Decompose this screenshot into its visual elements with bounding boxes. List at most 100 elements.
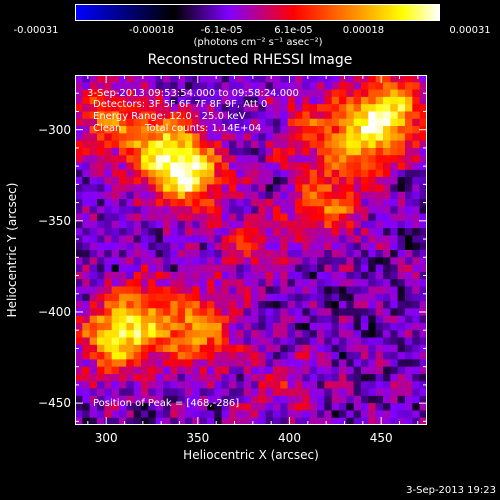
heatmap-cell <box>75 155 83 163</box>
heatmap-cell <box>390 82 398 90</box>
heatmap-cell <box>177 89 186 98</box>
heatmap-cell <box>361 147 369 156</box>
heatmap-cell <box>119 337 127 346</box>
heatmap-cell <box>265 104 274 112</box>
heatmap-cell <box>324 395 332 404</box>
heatmap-cell <box>368 410 376 419</box>
heatmap-cell <box>258 169 266 178</box>
heatmap-cell <box>126 381 134 389</box>
heatmap-cell <box>104 264 112 273</box>
heatmap-cell <box>97 250 105 258</box>
heatmap-cell <box>265 381 274 389</box>
heatmap-cell <box>141 75 149 83</box>
heatmap-cell <box>148 257 156 265</box>
heatmap-cell <box>309 344 318 353</box>
heatmap-cell <box>265 271 274 280</box>
heatmap-cell <box>141 271 149 280</box>
heatmap-cell <box>273 395 281 404</box>
heatmap-cell <box>243 257 252 265</box>
heatmap-cell <box>133 177 142 185</box>
heatmap-cell <box>251 126 259 134</box>
heatmap-cell <box>397 126 406 134</box>
heatmap-cell <box>405 286 413 295</box>
heatmap-cell <box>82 257 90 265</box>
heatmap-cell <box>251 403 259 411</box>
heatmap-cell <box>97 257 105 265</box>
heatmap-cell <box>317 133 325 141</box>
heatmap-cell <box>368 82 376 90</box>
heatmap-cell <box>214 257 222 265</box>
heatmap-cell <box>287 147 296 156</box>
heatmap-cell <box>390 140 398 149</box>
heatmap-cell <box>133 184 142 192</box>
heatmap-cell <box>104 359 112 367</box>
heatmap-cell <box>339 417 347 425</box>
heatmap-cell <box>302 257 310 265</box>
heatmap-cell <box>368 235 376 244</box>
heatmap-cell <box>412 162 420 171</box>
heatmap-cell <box>163 286 171 295</box>
heatmap-cell <box>185 111 193 120</box>
heatmap-cell <box>170 133 178 141</box>
heatmap-cell <box>273 140 281 149</box>
heatmap-cell <box>317 410 325 419</box>
heatmap-cell <box>192 381 200 389</box>
heatmap-cell <box>199 322 208 331</box>
heatmap-cell <box>390 293 398 302</box>
heatmap-cell <box>317 126 325 134</box>
heatmap-cell <box>163 250 171 258</box>
heatmap-cell <box>258 279 266 287</box>
heatmap-cell <box>390 337 398 346</box>
heatmap-cell <box>119 264 127 273</box>
heatmap-cell <box>280 417 288 425</box>
heatmap-cell <box>412 344 420 353</box>
heatmap-cell <box>75 82 83 90</box>
heatmap-cell <box>236 330 244 338</box>
heatmap-cell <box>133 242 142 251</box>
heatmap-cell <box>324 169 332 178</box>
heatmap-cell <box>280 162 288 171</box>
heatmap-cell <box>214 388 222 397</box>
heatmap-cell <box>383 279 391 287</box>
heatmap-cell <box>155 257 164 265</box>
heatmap-cell <box>89 381 98 389</box>
heatmap-cell <box>75 169 83 178</box>
heatmap-cell <box>199 381 208 389</box>
heatmap-cell <box>302 96 310 105</box>
heatmap-cell <box>419 315 427 324</box>
heatmap-cell <box>111 301 120 309</box>
heatmap-cell <box>163 264 171 273</box>
heatmap-cell <box>185 293 193 302</box>
heatmap-cell <box>155 133 164 141</box>
heatmap-cell <box>163 140 171 149</box>
heatmap-cell <box>353 308 362 316</box>
colorbar-tick-label: -6.1e-05 <box>200 25 243 36</box>
heatmap-cell <box>331 315 340 324</box>
heatmap-cell <box>397 344 406 353</box>
heatmap-cell <box>82 184 90 192</box>
heatmap-cell <box>221 213 230 222</box>
heatmap-cell <box>317 315 325 324</box>
heatmap-cell <box>324 177 332 185</box>
heatmap-cell <box>163 220 171 229</box>
heatmap-cell <box>265 96 274 105</box>
heatmap-cell <box>419 133 427 141</box>
heatmap-cell <box>104 373 112 382</box>
heatmap-cell <box>236 220 244 229</box>
heatmap-cell <box>405 381 413 389</box>
heatmap-cell <box>280 279 288 287</box>
heatmap-cell <box>141 155 149 163</box>
heatmap-cell <box>155 118 164 127</box>
heatmap-cell <box>375 308 384 316</box>
heatmap-cell <box>251 315 259 324</box>
heatmap-cell <box>273 242 281 251</box>
heatmap-cell <box>126 104 134 112</box>
heatmap-cell <box>207 184 215 192</box>
heatmap-cell <box>361 344 369 353</box>
heatmap-cell <box>170 257 178 265</box>
heatmap-cell <box>75 315 83 324</box>
heatmap-cell <box>221 322 230 331</box>
heatmap-cell <box>383 308 391 316</box>
heatmap-cell <box>405 322 413 331</box>
heatmap-cell <box>89 89 98 98</box>
